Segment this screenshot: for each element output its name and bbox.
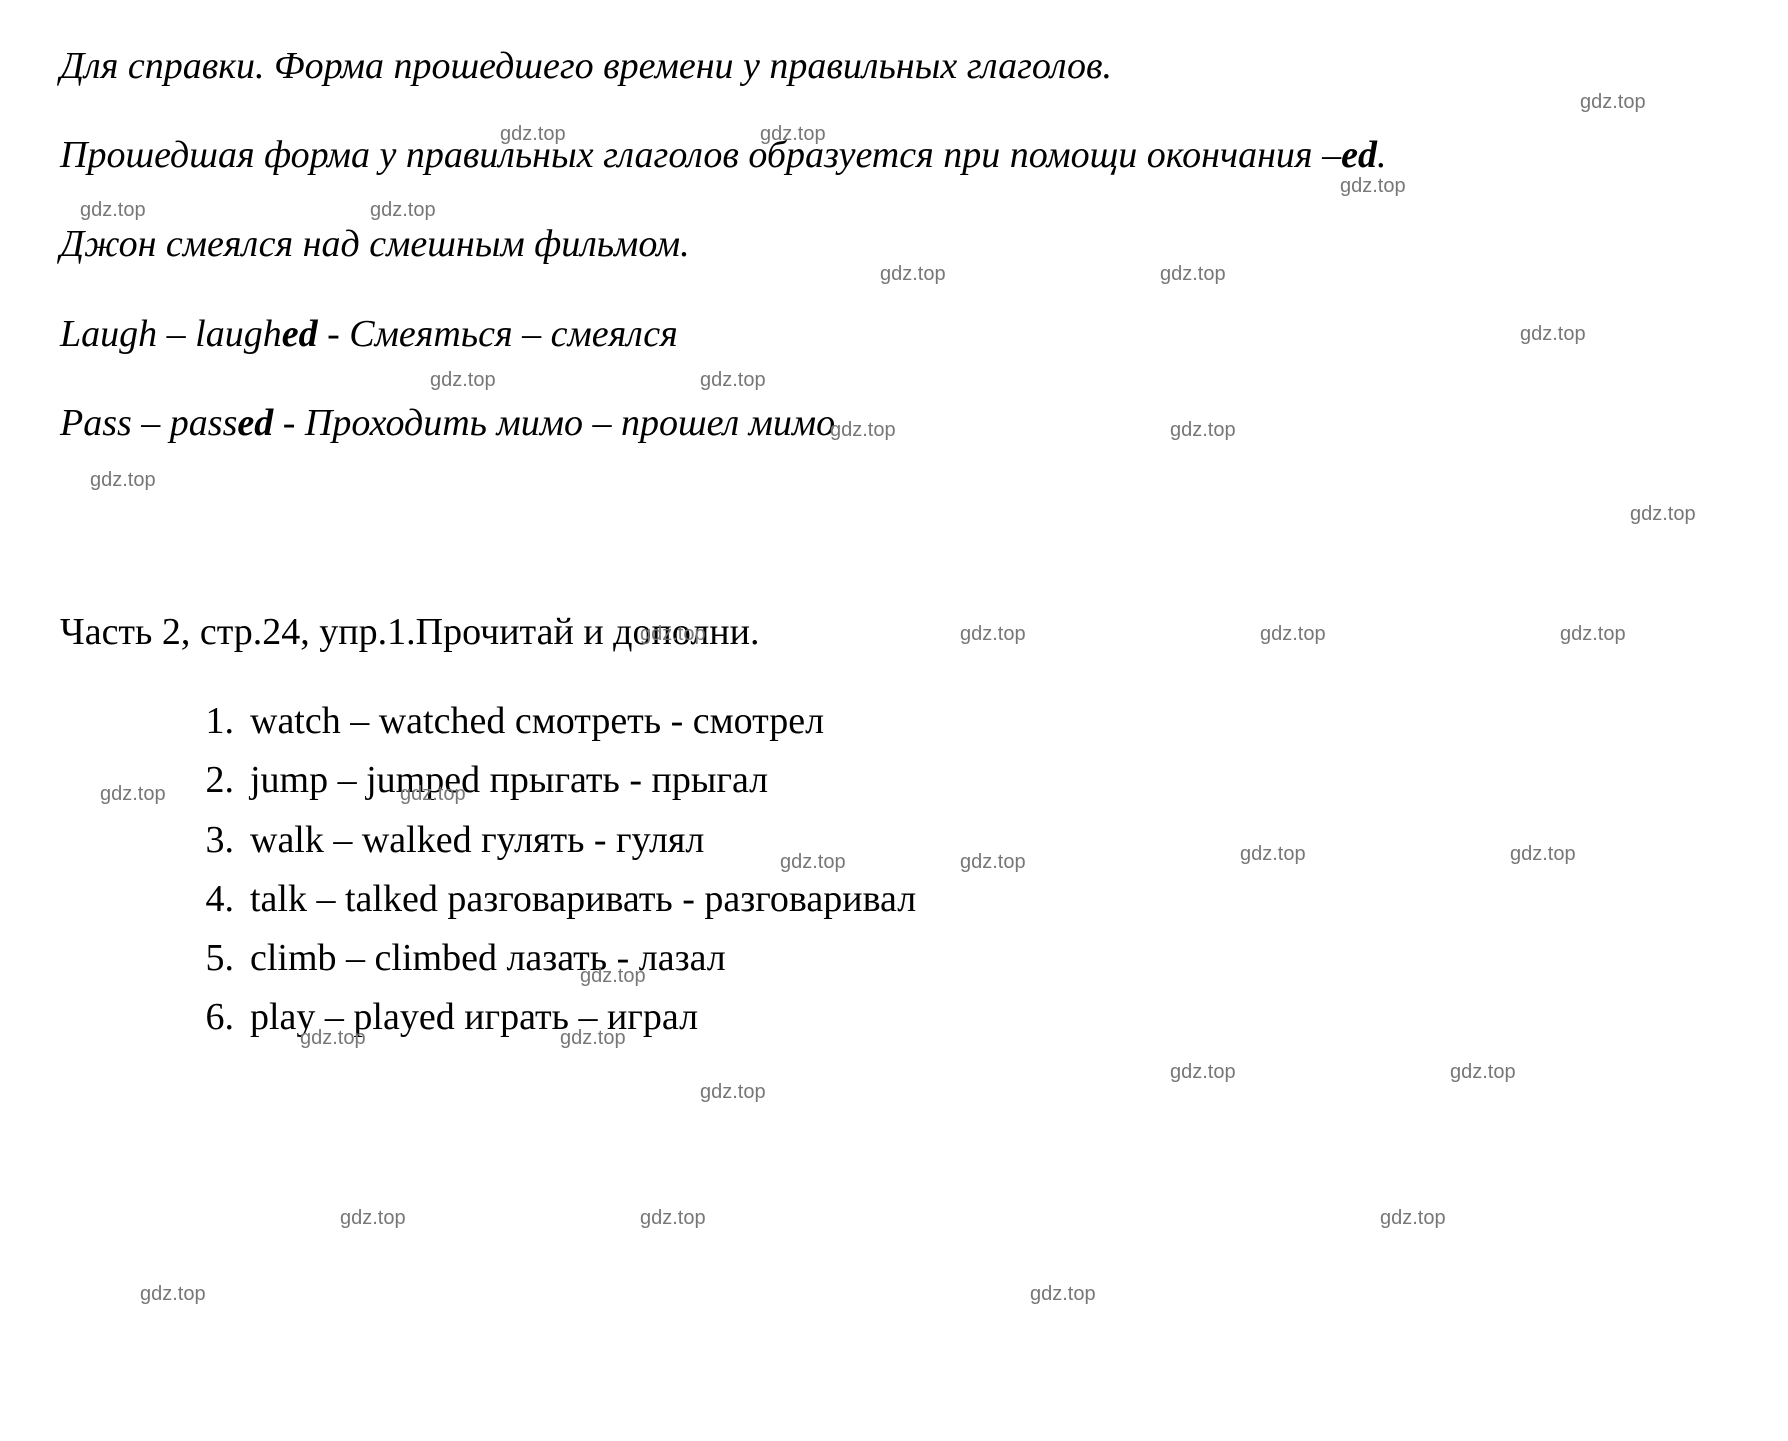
watermark-text: gdz.top [700,1078,766,1106]
list-item-number: 3. [180,814,250,867]
verb-pass-row: Pass – passed - Проходить мимо – прошел … [60,397,1728,450]
rule-paragraph: Прошедшая форма у правильных глаголов об… [60,129,1728,182]
watermark-text: gdz.top [1380,1204,1446,1232]
list-item: 5.climb – climbed лазать - лазал [180,932,1728,985]
watermark-text: gdz.top [1450,1058,1516,1086]
rule-text-part2: . [1377,134,1387,176]
example-sentence-text: Джон смеялся над смешным фильмом. [60,223,690,265]
verb-laugh-part2: - Смеяться – смеялся [318,313,678,355]
watermark-text: gdz.top [340,1204,406,1232]
reference-title: Для справки. Форма прошедшего времени у … [60,40,1728,93]
list-item-text: play – played играть – играл [250,991,698,1044]
list-item: 2.jump – jumped прыгать - прыгал [180,754,1728,807]
list-item-number: 5. [180,932,250,985]
list-item-text: climb – climbed лазать - лазал [250,932,726,985]
list-item-number: 4. [180,873,250,926]
list-item: 6.play – played играть – играл [180,991,1728,1044]
list-item-number: 2. [180,754,250,807]
list-item-text: talk – talked разговаривать - разговарив… [250,873,916,926]
watermark-text: gdz.top [1030,1280,1096,1308]
watermark-text: gdz.top [700,366,766,394]
list-item: 3.walk – walked гулять - гулял [180,814,1728,867]
list-item-text: walk – walked гулять - гулял [250,814,704,867]
list-item-number: 6. [180,991,250,1044]
watermark-text: gdz.top [140,1280,206,1308]
list-item-text: jump – jumped прыгать - прыгал [250,754,768,807]
rule-bold-ed: ed [1341,134,1377,176]
verb-laugh-part1: Laugh – laugh [60,313,282,355]
list-item-text: watch – watched смотреть - смотрел [250,695,824,748]
example-sentence: Джон смеялся над смешным фильмом. [60,218,1728,271]
verb-laugh-row: Laugh – laughed - Смеяться – смеялся [60,308,1728,361]
watermark-text: gdz.top [1170,1058,1236,1086]
watermark-text: gdz.top [640,1204,706,1232]
list-item-number: 1. [180,695,250,748]
watermark-text: gdz.top [100,780,166,808]
list-item: 1.watch – watched смотреть - смотрел [180,695,1728,748]
watermark-text: gdz.top [430,366,496,394]
list-item: 4.talk – talked разговаривать - разговар… [180,873,1728,926]
verb-pass-bold: ed [237,402,273,444]
exercise-list: 1.watch – watched смотреть - смотрел2.ju… [180,695,1728,1044]
reference-title-text: Для справки. Форма прошедшего времени у … [60,45,1112,87]
section-heading-text: Часть 2, стр.24, упр.1.Прочитай и дополн… [60,611,759,653]
rule-text-part1: Прошедшая форма у правильных глаголов об… [60,134,1341,176]
section-heading: Часть 2, стр.24, упр.1.Прочитай и дополн… [60,606,1728,659]
verb-pass-part2: - Проходить мимо – прошел мимо [273,402,835,444]
verb-pass-part1: Pass – pass [60,402,237,444]
spacer [60,486,1728,606]
verb-laugh-bold: ed [282,313,318,355]
